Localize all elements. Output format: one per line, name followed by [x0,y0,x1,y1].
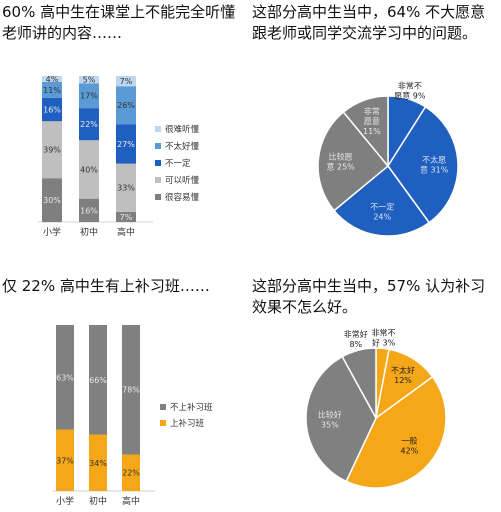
legend-swatch-上补习班 [160,420,166,426]
x-tick-label-初中: 初中 [89,495,107,507]
panel-title-communication: 这部分高中生当中，64% 不大愿意跟老师或同学交流学习中的问题。 [252,3,486,42]
pie-label-比较愿意: 比较愿意 25% [326,151,355,171]
panel-title-tutoring: 仅 22% 高中生有上补习班…… [2,277,210,295]
bar-segment-3-高中 [116,124,136,164]
legend-label-可以听懂: 可以听懂 [165,175,200,186]
data-label-2-小学: 63% [56,373,74,382]
legend-label-不太好懂: 不太好懂 [165,141,200,152]
bar-segment-1-初中 [79,198,99,222]
bar-segment-2-初中 [79,140,99,199]
data-label-1-高中: 22% [122,469,140,478]
stacked-bar-chart-comprehension: 30% 39% 16% 11% 4% 小学 16% 40% 22% 17% 5% 初中 7% 33% 27%… [38,75,200,238]
pie-slice-不一定 [333,164,431,237]
bar-segment-2-小学 [42,121,62,179]
data-label-2-初中: 40% [80,165,98,174]
panel-tutoring-effect: 这部分高中生当中，57% 认为补习效果不怎么好。 非常不好 3% 不太好 12% 一般… [250,256,501,512]
pie-label-非常不好: 非常不好 3% [372,328,396,348]
pie-label-不一定: 不一定 24% [370,202,394,222]
pie-label-比较好: 比较好 35% [318,409,342,429]
data-label-2-高中: 33% [117,184,135,193]
pie-slice-不太愿意 [387,105,459,224]
data-label-3-小学: 16% [43,106,61,115]
legend-label-很难听懂: 很难听懂 [165,124,200,135]
pie-label-非常不愿意: 非常不愿意 9% [394,81,426,101]
panel-tutoring: 仅 22% 高中生有上补习班…… 37% 63% 小学 34% 66% 初中 22% 78% 高… [0,256,248,512]
x-tick-label-小学: 小学 [43,226,61,238]
data-label-1-初中: 34% [89,459,107,468]
bar-segment-2-小学 [56,325,74,430]
bar-segment-2-高中 [122,325,140,455]
bar-segment-1-高中 [122,454,140,491]
bar-segment-1-小学 [42,178,62,222]
data-label-3-初中: 22% [80,120,98,129]
x-tick-label-高中: 高中 [117,226,135,238]
data-label-5-高中: 7% [120,77,133,86]
x-tick-label-小学: 小学 [56,495,74,507]
bar-segment-2-高中 [116,163,136,212]
bar-segment-1-初中 [89,434,107,491]
data-label-1-小学: 30% [43,196,61,205]
legend-swatch-不太好懂 [155,143,161,149]
panel-communication: 这部分高中生当中，64% 不大愿意跟老师或同学交流学习中的问题。 非常不愿意 9… [250,0,501,256]
data-label-4-小学: 11% [43,86,61,95]
pie-label-不太好: 不太好 12% [391,365,415,385]
data-label-1-小学: 37% [56,456,74,465]
pie-slice-比较好 [305,355,377,483]
bar-segment-1-小学 [56,429,74,491]
legend-swatch-很难听懂 [155,126,161,132]
pie-label-一般: 一般 42% [401,435,419,455]
data-label-4-初中: 17% [80,92,98,101]
pie-chart-tutoring-effect: 非常不好 3% 不太好 12% 一般 42% 比较好 35% 非常好 8% [305,328,447,489]
bar-segment-1-高中 [116,211,136,222]
data-label-5-初中: 5% [83,76,96,85]
legend-swatch-不一定 [155,160,161,166]
pie-slice-非常愿意 [342,95,389,169]
bar-segment-4-初中 [79,83,99,109]
pie-slice-非常好 [341,347,377,419]
data-label-2-高中: 78% [122,386,140,395]
legend-swatch-可以听懂 [155,177,161,183]
panel-title-comprehension: 60% 高中生在课堂上不能完全听懂老师讲的内容…… [2,3,236,42]
panel-title-tutoring-effect: 这部分高中生当中，57% 认为补习效果不怎么好。 [252,277,486,316]
legend-label-不一定: 不一定 [165,158,191,169]
data-label-3-高中: 27% [117,140,135,149]
x-tick-label-高中: 高中 [122,495,140,507]
legend-label-很容易懂: 很容易懂 [165,192,200,203]
data-label-5-小学: 4% [46,75,59,84]
bar-segment-3-初中 [79,108,99,141]
bar-segment-4-高中 [116,86,136,125]
bar-segment-5-初中 [79,76,99,84]
pie-chart-communication: 非常不愿意 9% 不太愿意 31% 不一定 24% 比较愿意 25% 非常愿意 11% [317,81,459,237]
legend-swatch-不上补习班 [160,404,166,410]
legend-swatch-很容易懂 [155,194,161,200]
data-label-2-初中: 66% [89,376,107,385]
pie-label-非常愿意: 非常愿意 11% [363,106,381,136]
data-label-2-小学: 39% [43,146,61,155]
bar-segment-5-高中 [116,76,136,87]
legend-label-上补习班: 上补习班 [170,418,205,429]
bar-segment-5-小学 [42,76,62,82]
bar-segment-3-小学 [42,97,62,122]
pie-slice-一般 [345,375,447,489]
pie-slice-比较愿意 [317,111,390,212]
bar-segment-2-初中 [89,325,107,435]
pie-label-不太愿意: 不太愿意 31% [420,154,449,174]
data-label-4-高中: 26% [117,101,135,110]
data-label-1-初中: 16% [80,206,98,215]
x-tick-label-初中: 初中 [80,226,98,238]
pie-label-非常好: 非常好 8% [344,329,368,349]
panel-comprehension: 60% 高中生在课堂上不能完全听懂老师讲的内容…… 30% 39% 16% 11% 4%… [0,0,248,256]
bar-segment-4-小学 [42,81,62,98]
data-label-1-高中: 7% [120,213,133,222]
legend-label-不上补习班: 不上补习班 [170,402,213,413]
